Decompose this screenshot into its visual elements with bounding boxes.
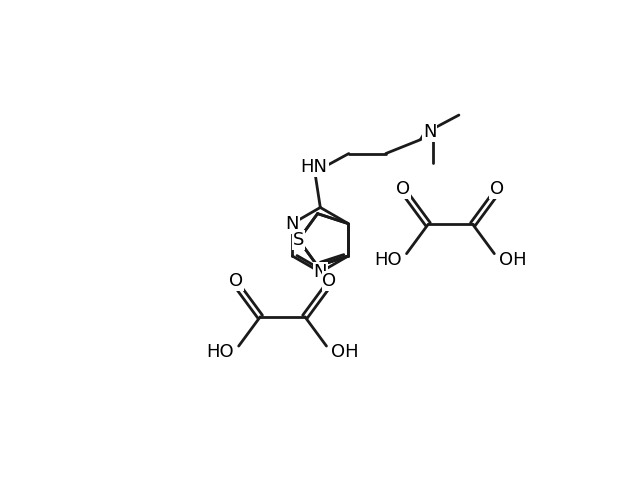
Text: N: N	[285, 214, 299, 233]
Text: OH: OH	[499, 251, 527, 269]
Text: HN: HN	[301, 158, 328, 177]
Text: HO: HO	[374, 251, 402, 269]
Text: N: N	[314, 263, 327, 281]
Text: N: N	[423, 123, 436, 141]
Text: O: O	[396, 180, 410, 198]
Text: O: O	[490, 180, 504, 198]
Text: HO: HO	[207, 343, 234, 361]
Text: O: O	[228, 272, 243, 290]
Text: S: S	[293, 231, 304, 249]
Text: OH: OH	[331, 343, 358, 361]
Text: O: O	[323, 272, 337, 290]
